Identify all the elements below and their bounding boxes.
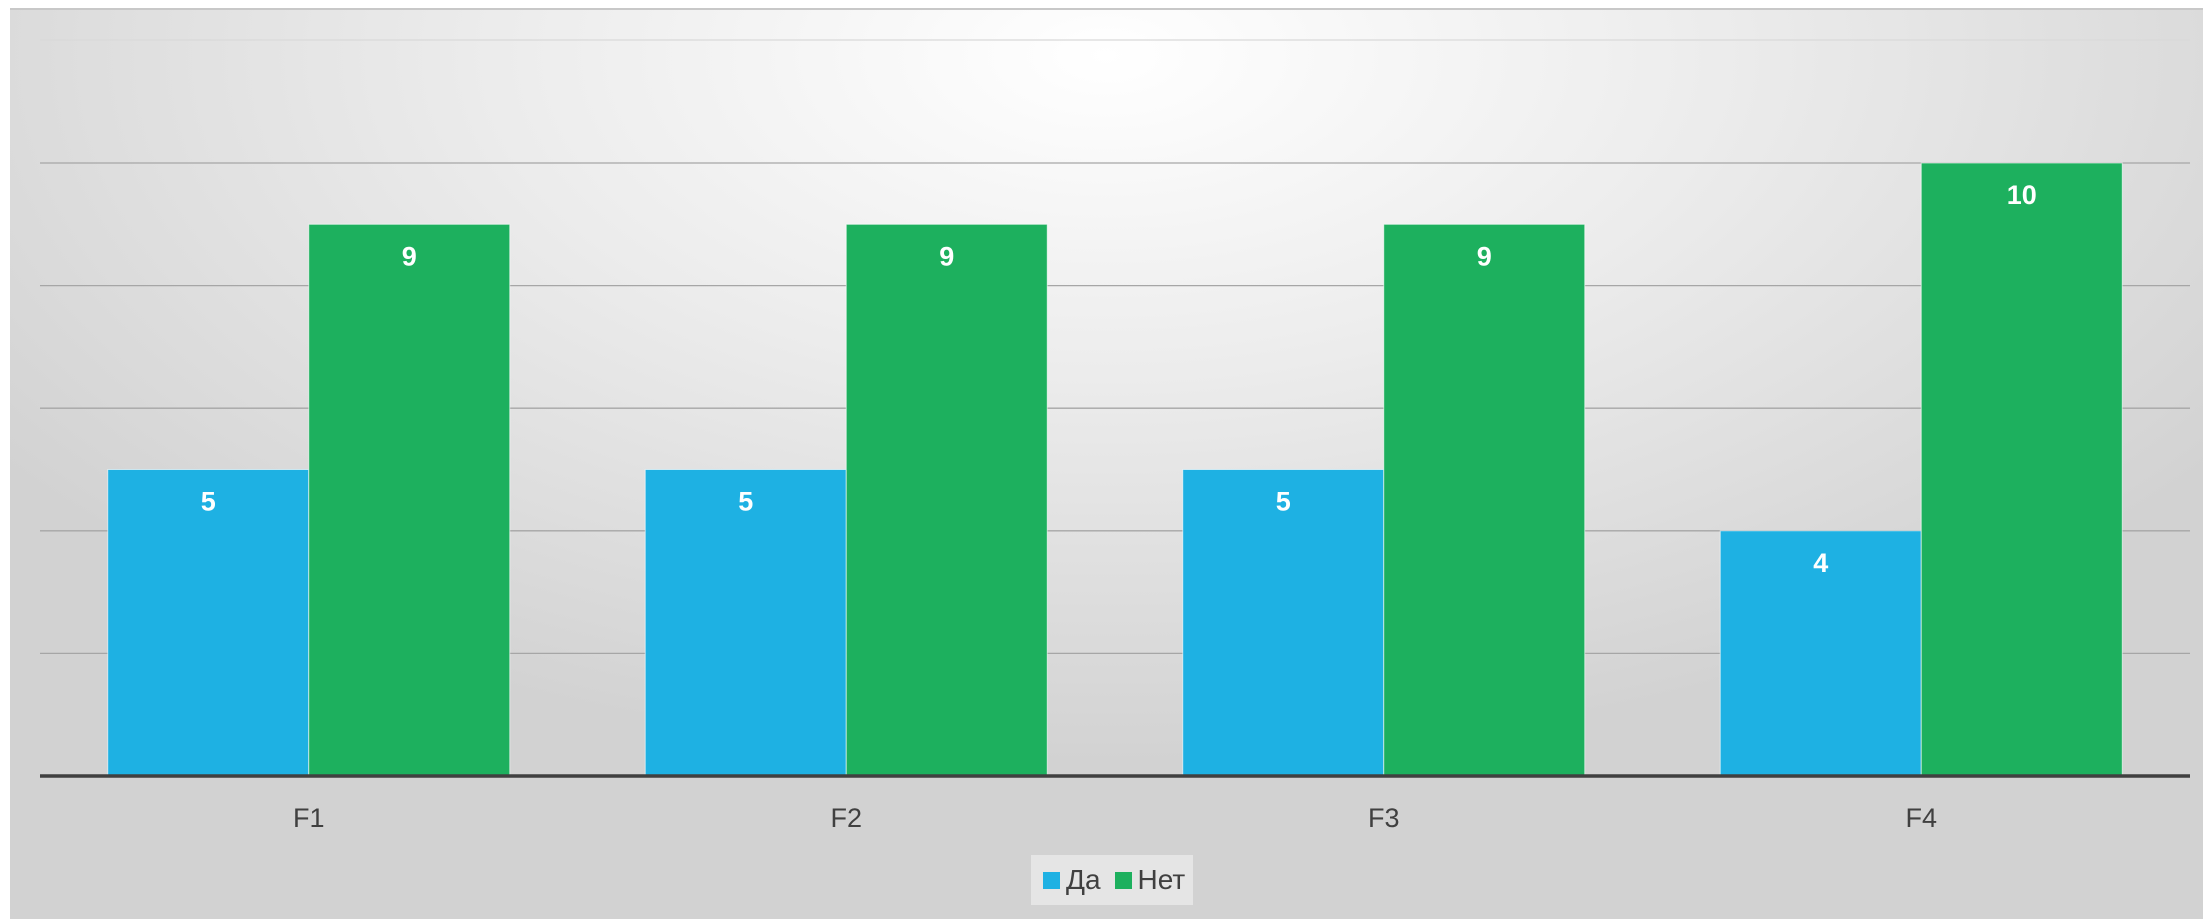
bar-yes-f1 [107,469,310,777]
legend: Да Нет [1031,855,1194,905]
bar-no-f2 [845,223,1048,777]
bar-yes-f3 [1182,469,1385,777]
bar-no-f3 [1383,223,1586,777]
data-label-yes-f4: 4 [1813,548,1828,578]
data-label-yes-f3: 5 [1276,487,1291,517]
x-tick-label-f1: F1 [293,803,325,833]
chart-area: 5 9 5 9 5 9 4 10 F1 F2 F3 F4 [10,8,2203,919]
data-label-yes-f1: 5 [201,487,216,517]
legend-item-yes: Да [1043,864,1101,896]
legend-swatch-no [1114,871,1132,889]
x-tick-label-f4: F4 [1905,803,1937,833]
data-label-no-f3: 9 [1477,241,1492,271]
x-tick-label-f2: F2 [830,803,862,833]
data-label-no-f1: 9 [402,241,417,271]
bar-yes-f4 [1719,530,1922,777]
data-labels: 5 9 5 9 5 9 4 10 [201,180,2037,578]
bar-no-f4 [1920,162,2123,777]
legend-swatch-yes [1043,871,1060,889]
bar-no-f1 [308,223,511,777]
legend-label-no: Нет [1137,864,1186,895]
x-axis-ticks: F1 F2 F3 F4 [293,803,1937,833]
x-tick-label-f3: F3 [1368,803,1400,833]
data-label-yes-f2: 5 [738,487,753,517]
legend-item-no: Нет [1114,864,1186,896]
bars [107,162,2123,777]
bar-chart: 5 9 5 9 5 9 4 10 F1 F2 F3 F4 [40,39,2190,833]
data-label-no-f2: 9 [939,241,954,271]
data-label-no-f4: 10 [2007,180,2037,210]
bar-yes-f2 [644,469,847,777]
legend-label-yes: Да [1066,864,1101,895]
